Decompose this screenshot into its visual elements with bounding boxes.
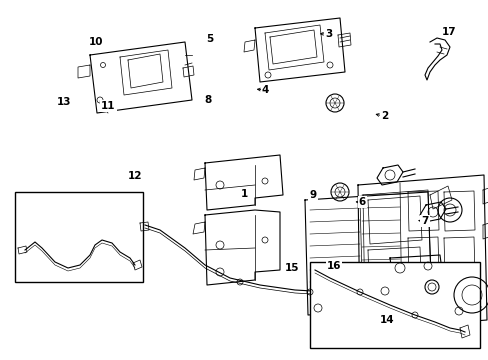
- Text: 3: 3: [325, 29, 331, 39]
- Text: 17: 17: [441, 27, 455, 37]
- Text: 13: 13: [56, 97, 71, 107]
- Text: 10: 10: [88, 37, 103, 48]
- Text: 1: 1: [241, 189, 247, 199]
- Text: 2: 2: [380, 111, 387, 121]
- Text: 8: 8: [204, 95, 211, 105]
- Bar: [15, 192, 142, 282]
- Text: 9: 9: [309, 190, 316, 200]
- Text: 14: 14: [379, 315, 393, 325]
- Text: 6: 6: [358, 197, 365, 207]
- Text: 4: 4: [261, 85, 269, 95]
- Bar: [309, 262, 479, 348]
- Text: 15: 15: [284, 263, 299, 273]
- Text: 12: 12: [128, 171, 142, 181]
- Text: 16: 16: [326, 261, 341, 271]
- Text: 5: 5: [206, 34, 213, 44]
- Text: 11: 11: [101, 101, 116, 111]
- Text: 7: 7: [420, 216, 428, 226]
